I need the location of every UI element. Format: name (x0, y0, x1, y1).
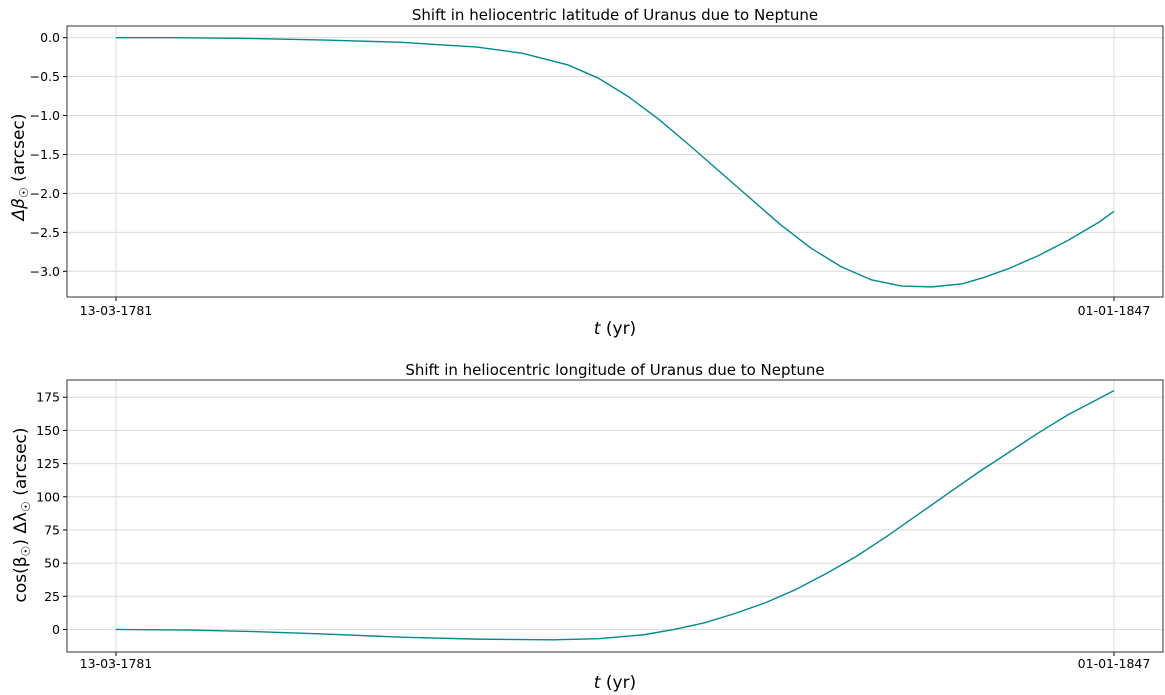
series-line (116, 36, 1115, 288)
y-tick-label: 75 (44, 522, 60, 537)
x-axis-ticks: 13-03-1781 01-01-1847 (80, 652, 1151, 671)
x-axis-unit: (yr) (600, 319, 636, 339)
y-tick-label: −2.5 (30, 225, 60, 240)
x-axis-label: t (yr) (594, 673, 636, 693)
x-axis-variable: t (594, 319, 602, 339)
y-tick-label: 50 (44, 556, 60, 571)
x-axis-ticks: 13-03-1781 01-01-1847 (80, 297, 1151, 318)
y-axis-prefix: cos(β (11, 556, 31, 602)
plot-frame (66, 379, 1164, 653)
y-tick-label: −0.5 (30, 69, 60, 84)
y-axis-unit: (arcsec) (11, 427, 31, 501)
y-tick-label: 175 (36, 390, 60, 405)
y-axis-label: cos(β☉) Δλ☉ (arcsec) (11, 427, 33, 602)
x-tick-label: 01-01-1847 (1078, 303, 1151, 318)
x-axis-label: t (yr) (594, 319, 636, 339)
series-line (115, 389, 1115, 641)
y-tick-label: 100 (36, 489, 60, 504)
y-axis-subscript: ☉ (19, 546, 33, 557)
y-tick-label: −3.0 (30, 264, 60, 279)
y-tick-label: −2.0 (30, 186, 60, 201)
y-axis-subscript-2: ☉ (19, 501, 33, 512)
y-tick-label: −1.5 (30, 147, 60, 162)
y-tick-label: 25 (44, 589, 60, 604)
y-axis-ticks: 0.0 −0.5 −1.0 −1.5 −2.0 −2.5 −3.0 (30, 30, 67, 279)
y-axis-subscript: ☉ (17, 187, 31, 198)
y-tick-label: 0 (52, 622, 60, 637)
x-axis-unit: (yr) (600, 673, 636, 693)
chart-title: Shift in heliocentric longitude of Uranu… (405, 361, 824, 379)
y-axis-ticks: 0 25 50 75 100 125 150 175 (36, 390, 67, 637)
y-tick-label: 150 (36, 423, 60, 438)
x-tick-label: 13-03-1781 (80, 303, 153, 318)
x-tick-label: 01-01-1847 (1078, 656, 1151, 671)
grid (67, 26, 1163, 297)
plot-frame (66, 25, 1164, 298)
y-axis-symbol: Δβ (9, 198, 29, 223)
y-tick-label: 125 (36, 456, 60, 471)
chart-title: Shift in heliocentric latitude of Uranus… (412, 6, 818, 24)
grid (67, 380, 1163, 652)
y-axis-middle: ) Δλ (11, 512, 31, 546)
x-tick-label: 13-03-1781 (80, 656, 153, 671)
latitude-shift-panel: Shift in heliocentric latitude of Uranus… (9, 6, 1164, 339)
x-axis-variable: t (594, 673, 602, 693)
y-axis-label: Δβ☉ (arcsec) (9, 114, 31, 223)
y-axis-unit: (arcsec) (9, 114, 29, 188)
longitude-shift-panel: Shift in heliocentric longitude of Uranu… (11, 361, 1164, 693)
y-tick-label: 0.0 (40, 30, 60, 45)
y-tick-label: −1.0 (30, 108, 60, 123)
